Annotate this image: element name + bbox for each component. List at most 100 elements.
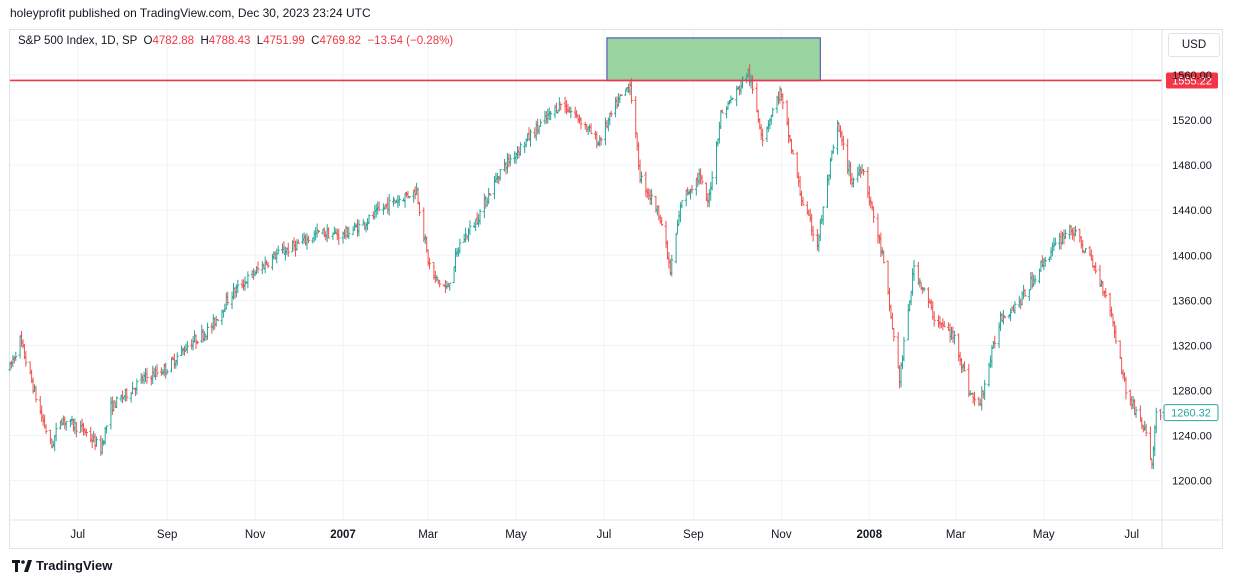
currency-button[interactable]: USD [1168, 33, 1220, 57]
ohlc-bar [730, 97, 734, 100]
tradingview-logo[interactable]: TradingView [12, 558, 112, 573]
ohlc-bar [1003, 315, 1007, 319]
ohlc-bar [714, 141, 718, 185]
ohlc-bar [872, 206, 876, 224]
ohlc-bar [488, 193, 492, 196]
ohlc-bar [761, 128, 765, 147]
last-price-tag [1163, 404, 1219, 422]
ohlc-bar [105, 425, 109, 434]
ohlc-bar [337, 228, 341, 245]
last-price-label: 1260.32 [1171, 408, 1211, 420]
y-tick-label: 1320.00 [1172, 340, 1212, 352]
ohlc-bar [851, 177, 855, 188]
ohlc-bar [1073, 225, 1077, 237]
ohlc-bar [720, 109, 724, 114]
ohlc-bar [417, 202, 421, 216]
ohlc-bar [1154, 407, 1158, 434]
ohlc-bars [8, 63, 1164, 470]
ohlc-bar [377, 201, 381, 212]
ohlc-bar [1043, 256, 1047, 267]
ohlc-bar [331, 232, 335, 240]
ohlc-bar [932, 311, 936, 327]
ohlc-bar [145, 367, 149, 384]
ohlc-bar [357, 219, 361, 237]
ohlc-bar [44, 424, 48, 435]
ohlc-bar [125, 388, 129, 402]
ohlc-bar [983, 379, 987, 401]
ohlc-bar [1104, 287, 1108, 299]
ohlc-bar [640, 171, 644, 184]
ohlc-bar [781, 93, 785, 110]
legend-high: H4788.43 [200, 35, 251, 47]
ohlc-bar [95, 436, 99, 447]
ohlc-bar [266, 262, 270, 269]
x-tick-label: 2008 [857, 529, 883, 541]
ohlc-bar [392, 196, 396, 207]
x-tick-label: Sep [683, 529, 703, 541]
ohlc-bar [973, 391, 977, 406]
ohlc-bar [660, 216, 664, 227]
ohlc-bar [468, 220, 472, 236]
ohlc-bar [185, 340, 189, 354]
ohlc-bar [575, 110, 579, 119]
ohlc-bar [993, 335, 997, 349]
ohlc-bar [609, 110, 613, 118]
ohlc-bar [367, 214, 371, 225]
ohlc-bar [413, 186, 417, 200]
ohlc-bar [589, 123, 593, 135]
ohlc-bar [952, 330, 956, 345]
ohlc-bar [1084, 247, 1088, 253]
legend-low: L4751.99 [256, 35, 305, 47]
resistance-price-tag [1166, 72, 1218, 89]
ohlc-bar [841, 135, 845, 151]
ohlc-bar [828, 157, 832, 180]
ohlc-bar [862, 168, 866, 176]
ohlc-bar [276, 245, 280, 255]
ohlc-bar [195, 340, 199, 345]
x-tick-label: Jul [597, 529, 612, 541]
y-tick-label: 1240.00 [1172, 431, 1212, 443]
legend-close: C4769.82 [311, 35, 362, 47]
tradingview-logo-icon [12, 559, 32, 572]
ohlc-bar [1063, 229, 1067, 239]
ohlc-bar [498, 168, 502, 181]
ohlc-bar [892, 327, 896, 342]
ohlc-bar [464, 227, 468, 243]
ohlc-bar [771, 107, 775, 118]
y-tick-label: 1440.00 [1172, 205, 1212, 217]
x-tick-label: Jul [70, 529, 85, 541]
ohlc-bar [206, 322, 210, 340]
x-tick-label: Sep [157, 529, 177, 541]
ohlc-bar [286, 242, 290, 257]
ohlc-bar [226, 291, 230, 306]
ohlc-bar [361, 218, 365, 226]
ohlc-bar [347, 226, 351, 240]
ohlc-bar [478, 209, 482, 225]
x-tick-label: May [505, 529, 527, 541]
resistance-zone-layer [606, 37, 821, 82]
ohlc-bar [1124, 376, 1128, 400]
ohlc-bar [922, 287, 926, 292]
horizontal-line-layer: 1555.22 1260.32 [10, 72, 1219, 422]
ohlc-bar [801, 196, 805, 206]
ohlc-bar [690, 184, 694, 194]
ohlc-bar [1114, 325, 1118, 344]
chart-frame [9, 29, 1223, 549]
ohlc-bar [1023, 289, 1027, 297]
ohlc-bar [84, 428, 88, 437]
ohlc-bar [882, 250, 886, 264]
ohlc-bar [579, 117, 583, 130]
ohlc-bar [902, 336, 906, 362]
ohlc-bar [619, 94, 623, 97]
ohlc-bar [670, 254, 674, 277]
ohlc-bar [962, 361, 966, 372]
y-tick-label: 1400.00 [1172, 250, 1212, 262]
ohlc-bar [216, 319, 220, 321]
legend-open: O4782.88 [143, 35, 195, 47]
ohlc-bar [599, 136, 603, 146]
ohlc-bar [246, 271, 250, 289]
ohlc-bar [135, 378, 139, 395]
ohlc-bar [811, 225, 815, 242]
ohlc-bar [236, 279, 240, 294]
